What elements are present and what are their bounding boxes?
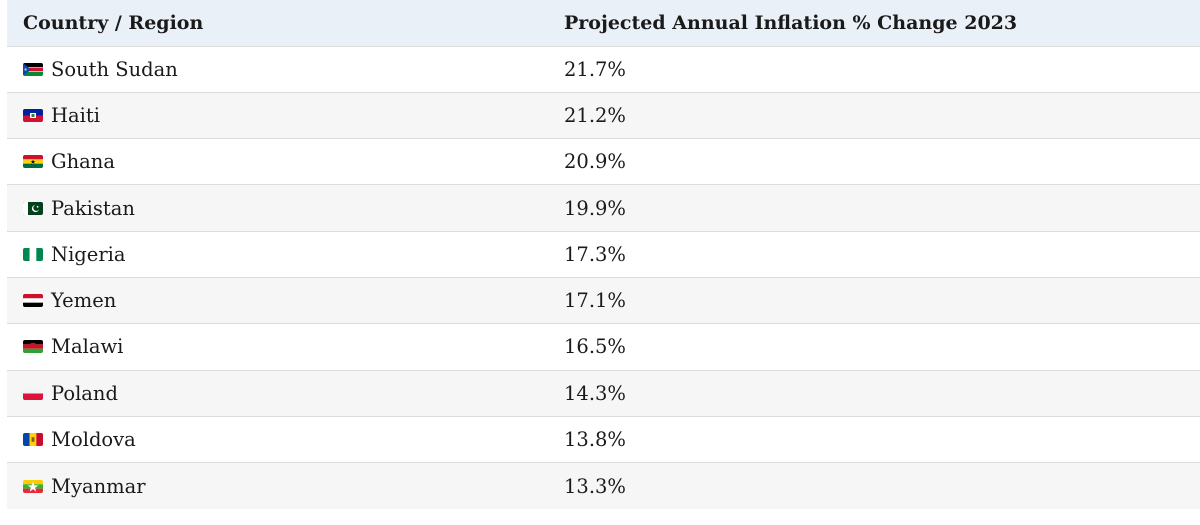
malawi-flag-icon — [23, 340, 43, 354]
country-cell: Poland — [7, 369, 548, 417]
country-name: Moldova — [51, 428, 136, 452]
country-cell: Haiti — [7, 91, 548, 139]
inflation-value: 17.1% — [548, 276, 1200, 324]
table-row: Malawi 16.5% — [7, 323, 1200, 371]
country-name: South Sudan — [51, 57, 178, 81]
table-row: South Sudan 21.7% — [7, 45, 1200, 93]
country-name: Poland — [51, 381, 118, 405]
inflation-value: 16.5% — [548, 323, 1200, 371]
table-row: Myanmar 13.3% — [7, 462, 1200, 509]
inflation-value: 13.8% — [548, 415, 1200, 463]
inflation-value: 21.7% — [548, 45, 1200, 93]
country-cell: Moldova — [7, 415, 548, 463]
moldova-flag-icon — [23, 433, 43, 447]
inflation-value: 20.9% — [548, 138, 1200, 185]
table-row: Poland 14.3% — [7, 369, 1200, 417]
country-cell: Nigeria — [7, 230, 548, 278]
inflation-value: 13.3% — [548, 462, 1200, 509]
table-row: Haiti 21.2% — [7, 91, 1200, 139]
country-cell: Malawi — [7, 323, 548, 371]
myanmar-flag-icon — [23, 479, 43, 493]
country-name: Haiti — [51, 103, 100, 127]
pakistan-flag-icon — [23, 201, 43, 215]
inflation-value: 14.3% — [548, 369, 1200, 417]
column-header-country[interactable]: Country / Region — [7, 0, 548, 46]
table-header-row: Country / Region Projected Annual Inflat… — [7, 0, 1200, 46]
column-header-inflation[interactable]: Projected Annual Inflation % Change 2023 — [548, 0, 1200, 46]
table-row: Nigeria 17.3% — [7, 230, 1200, 278]
country-name: Ghana — [51, 150, 115, 174]
poland-flag-icon — [23, 386, 43, 400]
south-sudan-flag-icon — [23, 62, 43, 76]
country-cell: Pakistan — [7, 184, 548, 232]
inflation-value: 21.2% — [548, 91, 1200, 139]
country-name: Yemen — [51, 289, 117, 313]
country-cell: Yemen — [7, 276, 548, 324]
table-row: Pakistan 19.9% — [7, 184, 1200, 232]
country-cell: Ghana — [7, 138, 548, 185]
country-name: Malawi — [51, 335, 124, 359]
table-row: Moldova 13.8% — [7, 415, 1200, 463]
country-name: Nigeria — [51, 242, 126, 266]
inflation-value: 19.9% — [548, 184, 1200, 232]
ghana-flag-icon — [23, 155, 43, 169]
nigeria-flag-icon — [23, 247, 43, 261]
country-name: Pakistan — [51, 196, 135, 220]
table-row: Yemen 17.1% — [7, 276, 1200, 324]
inflation-value: 17.3% — [548, 230, 1200, 278]
haiti-flag-icon — [23, 108, 43, 122]
inflation-table: Country / Region Projected Annual Inflat… — [7, 0, 1200, 509]
country-cell: South Sudan — [7, 45, 548, 93]
table-row: Ghana 20.9% — [7, 138, 1200, 185]
yemen-flag-icon — [23, 294, 43, 308]
country-cell: Myanmar — [7, 462, 548, 509]
country-name: Myanmar — [51, 474, 146, 498]
